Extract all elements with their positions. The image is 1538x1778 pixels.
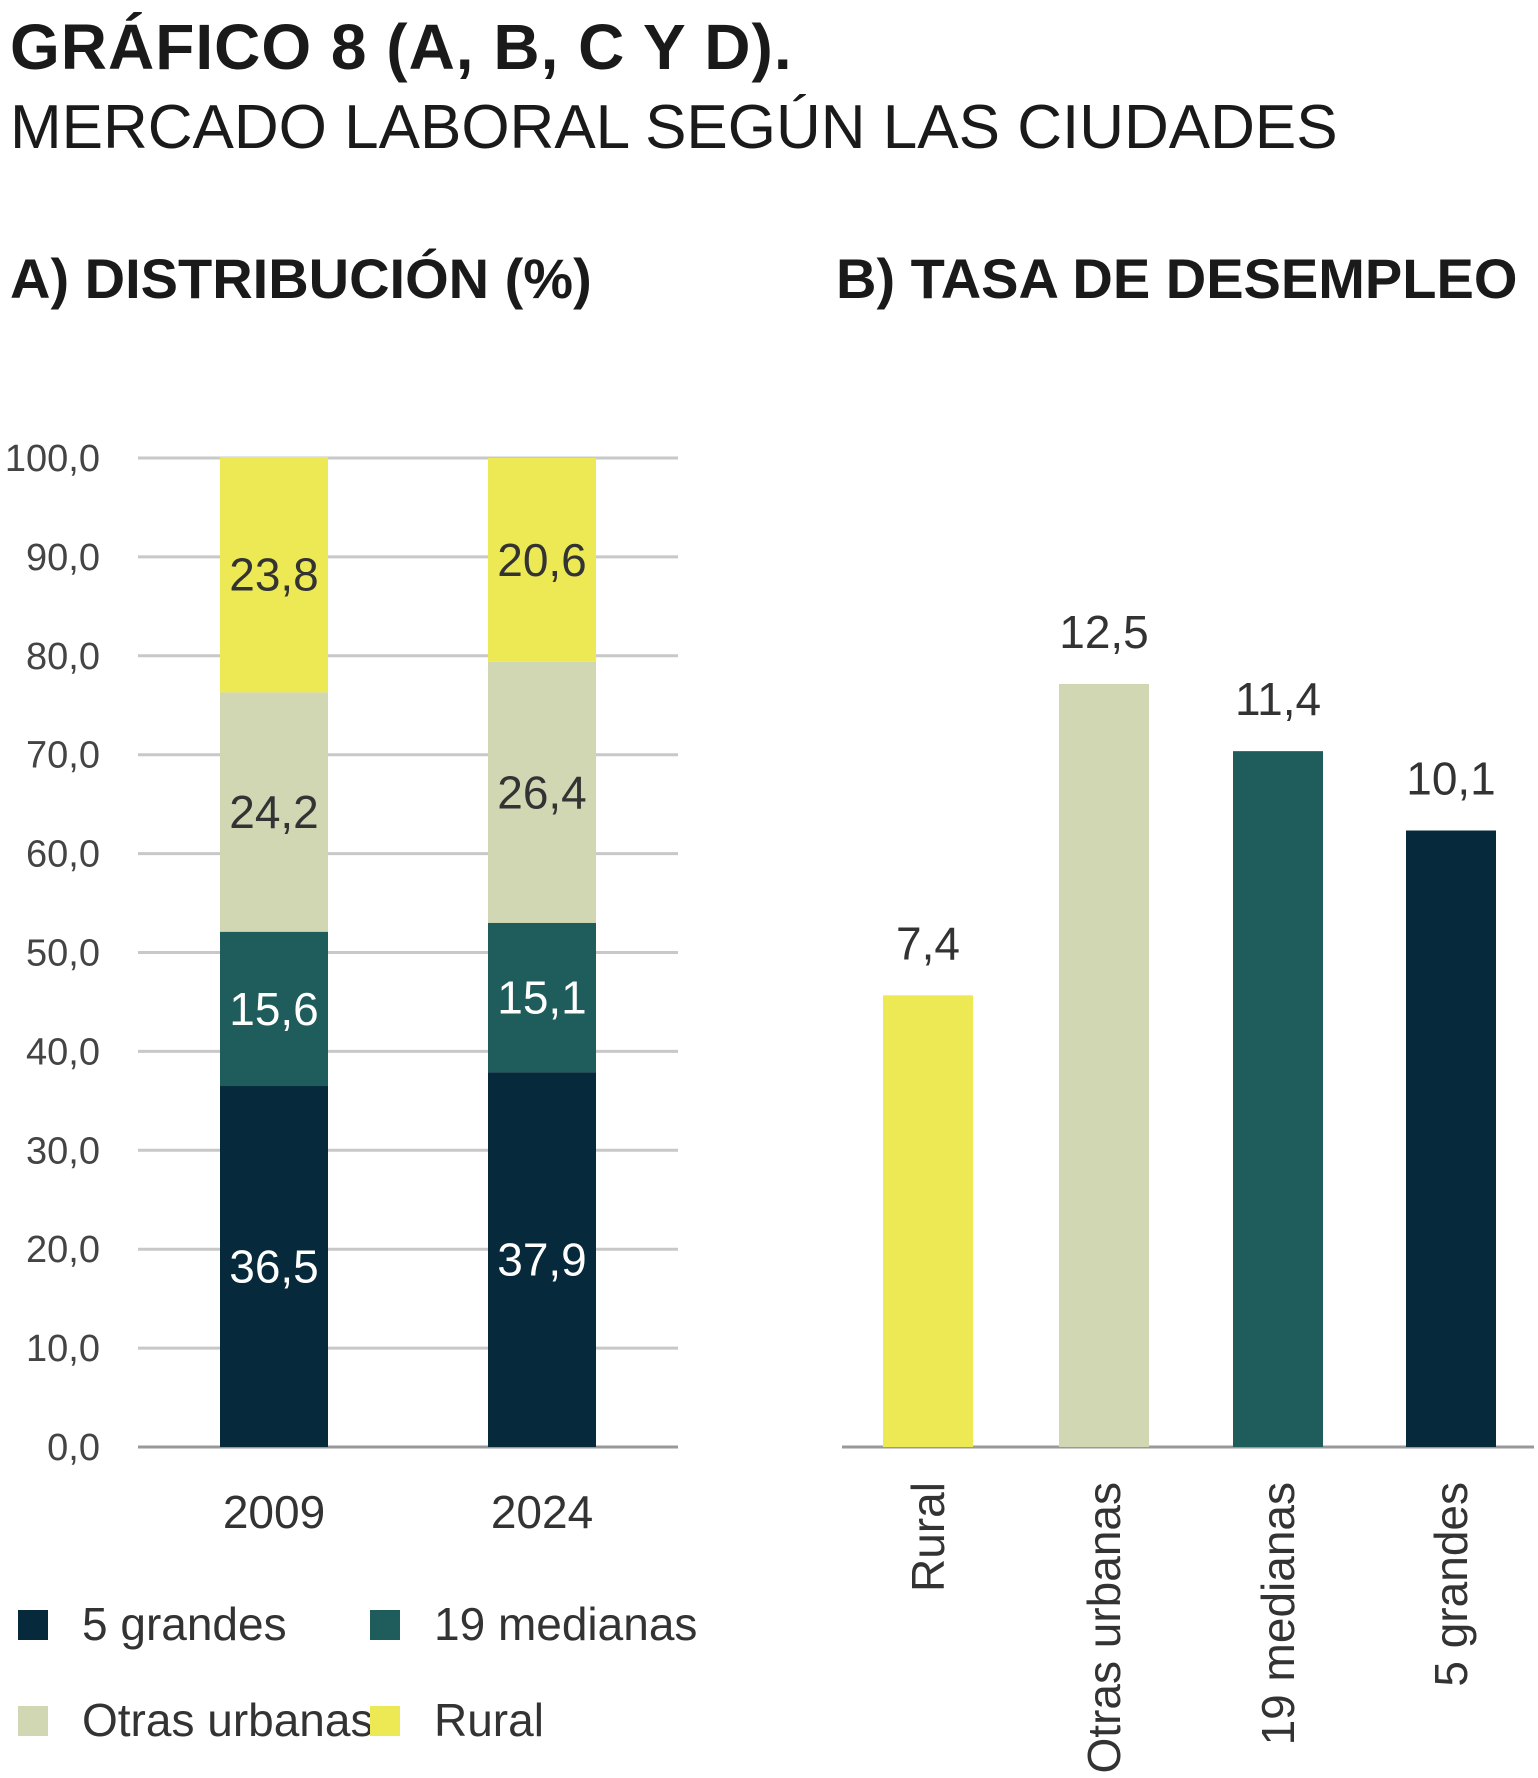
x-tick-label: Otras urbanas [1078, 1482, 1130, 1773]
bar-otras-urbanas [1059, 684, 1149, 1447]
legend-swatch-19-medianas [370, 1610, 400, 1640]
data-label: 10,1 [1406, 752, 1496, 804]
data-label: 12,5 [1059, 606, 1149, 658]
y-tick-label: 50,0 [26, 933, 100, 975]
x-tick-label: 2009 [223, 1486, 325, 1538]
legend-swatch-5-grandes [18, 1610, 48, 1640]
legend-label: 5 grandes [82, 1598, 287, 1650]
data-label: 37,9 [497, 1234, 587, 1286]
y-tick-label: 60,0 [26, 834, 100, 876]
y-tick-label: 30,0 [26, 1130, 100, 1172]
bar-19-medianas [1233, 751, 1323, 1447]
bar-5-grandes [1406, 830, 1496, 1447]
x-tick-label: 2024 [491, 1486, 593, 1538]
x-tick-label: 19 medianas [1252, 1482, 1304, 1745]
data-label: 23,8 [229, 549, 319, 601]
y-tick-label: 90,0 [26, 537, 100, 579]
data-label: 15,6 [229, 983, 319, 1035]
y-tick-label: 40,0 [26, 1031, 100, 1073]
chart-canvas: 0,0 10,0 20,0 30,0 40,0 50,0 60,0 70,0 80,0 90,0 1… [0, 0, 1538, 1778]
y-tick-label: 70,0 [26, 735, 100, 777]
bar-rural [883, 995, 973, 1447]
data-label: 36,5 [229, 1241, 319, 1293]
data-label: 20,6 [497, 534, 587, 586]
legend-label: Otras urbanas [82, 1694, 373, 1746]
y-tick-label: 20,0 [26, 1229, 100, 1271]
y-tick-label: 100,0 [5, 438, 100, 480]
data-label: 26,4 [497, 766, 587, 818]
y-tick-label: 0,0 [47, 1427, 100, 1469]
legend-swatch-otras-urbanas [18, 1706, 48, 1736]
legend-label: 19 medianas [434, 1598, 697, 1650]
data-label: 24,2 [229, 786, 319, 838]
data-label: 7,4 [896, 917, 960, 969]
data-label: 11,4 [1235, 673, 1321, 725]
legend-swatch-rural [370, 1706, 400, 1736]
x-tick-label: 5 grandes [1425, 1482, 1477, 1687]
legend-label: Rural [434, 1694, 544, 1746]
y-tick-label: 80,0 [26, 636, 100, 678]
y-tick-label: 10,0 [26, 1328, 100, 1370]
x-tick-label: Rural [902, 1482, 954, 1592]
data-label: 15,1 [497, 971, 587, 1023]
